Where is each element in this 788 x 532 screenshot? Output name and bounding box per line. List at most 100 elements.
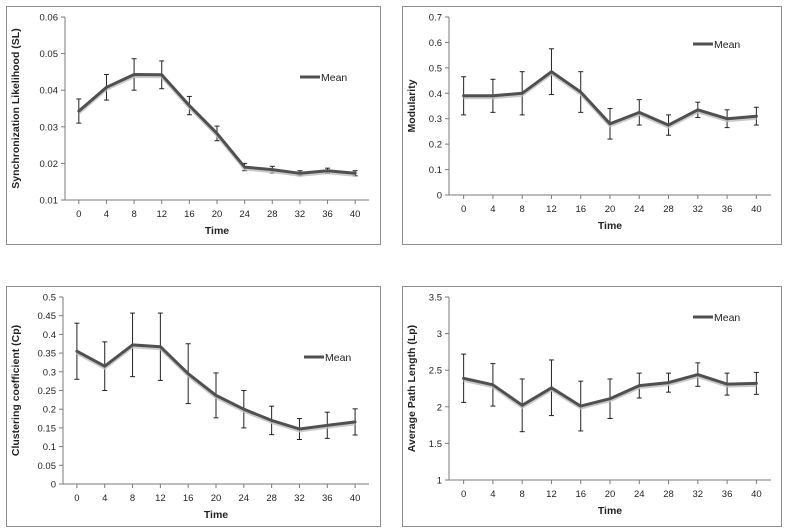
- lp-y-tick-label: 2: [437, 402, 442, 413]
- sl-x-tick-label: 4: [104, 209, 109, 220]
- sl-x-tick-label: 36: [322, 209, 333, 220]
- cp-y-tick-label: 0.2: [43, 405, 56, 416]
- lp-x-tick-label: 12: [546, 489, 557, 500]
- cp-series-shadow: [76, 345, 356, 433]
- lp-y-tick-label: 1.5: [429, 439, 442, 450]
- sl-x-tick-label: 0: [76, 209, 81, 220]
- chart-modularity-svg: 0 0.1 0.2 0.3 0.4 0.5 0.6 0.7 0 4 8 12 16 20 24 28 32 36 4…: [406, 13, 771, 232]
- mod-y-axis-title: Modularity: [406, 79, 418, 132]
- lp-x-tick-label: 40: [751, 489, 762, 500]
- mod-x-tick-label: 32: [693, 204, 704, 215]
- mod-legend-label: Mean: [714, 39, 740, 51]
- mod-x-axis-title: Time: [598, 220, 622, 232]
- mod-x-tick-label: 8: [520, 204, 525, 215]
- sl-legend-label: Mean: [321, 72, 347, 84]
- lp-series-shadow: [463, 375, 757, 410]
- mod-x-tick-label: 16: [575, 204, 586, 215]
- cp-y-tick-label: 0: [51, 480, 56, 491]
- mod-series-line: [462, 70, 758, 127]
- mod-y-tick-label: 0.2: [429, 140, 442, 151]
- cp-y-tick-label: 0.4: [43, 330, 56, 341]
- cp-series-line: [75, 343, 357, 431]
- sl-x-tick-label: 16: [184, 209, 195, 220]
- sl-y-tick-label: 0.04: [40, 86, 59, 97]
- sl-y-tick-label: 0.06: [40, 13, 59, 24]
- mod-x-tick-label: 4: [490, 204, 495, 215]
- lp-y-tick-label: 2.5: [429, 366, 442, 377]
- sl-x-tick-label: 12: [156, 209, 167, 220]
- cp-y-tick-label: 0.25: [38, 386, 57, 397]
- chart-lp-svg: 1 1.5 2 2.5 3 3.5 0 4 8 12 16 20 24 28 32 36 40 Time Avera…: [406, 293, 771, 517]
- sl-y-tick-label: 0.02: [40, 159, 59, 170]
- chart-panel-lp: 1 1.5 2 2.5 3 3.5 0 4 8 12 16 20 24 28 32 36 40 Time Avera…: [402, 286, 782, 527]
- sl-x-tick-label: 32: [295, 209, 306, 220]
- cp-x-tick-label: 24: [239, 493, 250, 504]
- chart-panel-sl: 0.01 0.02 0.03 0.04 0.05 0.06 0 4 8 12 16 20 24 28 32 3…: [6, 6, 381, 245]
- lp-y-tick-label: 1: [437, 476, 442, 487]
- cp-y-tick-label: 0.5: [43, 293, 56, 304]
- cp-x-axis-title: Time: [204, 509, 228, 521]
- lp-x-tick-label: 0: [461, 489, 466, 500]
- cp-y-tick-label: 0.35: [38, 349, 57, 360]
- mod-x-tick-label: 28: [663, 204, 674, 215]
- mod-y-tick-label: 0.5: [429, 63, 442, 74]
- sl-y-axis-title: Synchronization Likelihood (SL): [10, 28, 22, 188]
- lp-y-axis-title: Average Path Length (Lp): [406, 325, 418, 452]
- sl-y-tick-label: 0.03: [40, 122, 59, 133]
- cp-x-tick-label: 4: [102, 493, 107, 504]
- mod-y-tick-label: 0.3: [429, 114, 442, 125]
- cp-y-tick-label: 0.1: [43, 442, 56, 453]
- lp-x-tick-label: 32: [693, 489, 704, 500]
- mod-series-shadow: [463, 72, 757, 129]
- sl-x-tick-label: 8: [131, 209, 136, 220]
- cp-x-tick-label: 16: [183, 493, 194, 504]
- cp-x-tick-label: 40: [350, 493, 361, 504]
- sl-x-tick-label: 24: [239, 209, 250, 220]
- mod-x-tick-label: 12: [546, 204, 557, 215]
- cp-y-tick-label: 0.3: [43, 367, 56, 378]
- sl-x-tick-label: 20: [212, 209, 223, 220]
- mod-x-tick-label: 20: [605, 204, 616, 215]
- sl-x-axis-title: Time: [205, 225, 229, 237]
- cp-x-tick-label: 0: [74, 493, 79, 504]
- lp-y-tick-label: 3.5: [429, 293, 442, 304]
- lp-x-tick-label: 24: [634, 489, 645, 500]
- mod-x-tick-label: 36: [722, 204, 733, 215]
- cp-legend-label: Mean: [325, 352, 351, 364]
- chart-sl-svg: 0.01 0.02 0.03 0.04 0.05 0.06 0 4 8 12 16 20 24 28 32 3…: [10, 13, 369, 237]
- lp-series-line: [462, 373, 758, 408]
- chart-panel-cp: 0 0.05 0.1 0.15 0.2 0.25 0.3 0.35 0.4 0.45 0.5 0 4 8 1…: [6, 286, 381, 527]
- cp-x-tick-label: 28: [266, 493, 277, 504]
- mod-x-tick-label: 0: [461, 204, 466, 215]
- mod-x-tick-label: 24: [634, 204, 645, 215]
- lp-x-tick-label: 8: [520, 489, 525, 500]
- cp-x-tick-label: 36: [322, 493, 333, 504]
- sl-x-tick-label: 28: [267, 209, 278, 220]
- cp-x-tick-label: 20: [211, 493, 222, 504]
- lp-x-tick-label: 4: [490, 489, 495, 500]
- sl-x-tick-label: 40: [350, 209, 361, 220]
- lp-x-axis-title: Time: [598, 505, 622, 517]
- lp-x-tick-label: 28: [663, 489, 674, 500]
- lp-x-tick-label: 20: [605, 489, 616, 500]
- cp-x-tick-label: 8: [130, 493, 135, 504]
- chart-cp-svg: 0 0.05 0.1 0.15 0.2 0.25 0.3 0.35 0.4 0.45 0.5 0 4 8 1…: [10, 293, 369, 521]
- cp-y-tick-label: 0.15: [38, 423, 57, 434]
- cp-y-tick-label: 0.45: [38, 311, 57, 322]
- mod-x-tick-label: 40: [751, 204, 762, 215]
- sl-y-tick-label: 0.01: [40, 196, 59, 207]
- mod-y-tick-label: 0.1: [429, 165, 442, 176]
- cp-x-tick-label: 32: [294, 493, 305, 504]
- chart-panel-modularity: 0 0.1 0.2 0.3 0.4 0.5 0.6 0.7 0 4 8 12 16 20 24 28 32 36 4…: [402, 6, 782, 245]
- lp-x-tick-label: 16: [575, 489, 586, 500]
- cp-y-axis-title: Clustering coefficient (Cp): [10, 325, 22, 456]
- cp-y-tick-label: 0.05: [38, 461, 57, 472]
- mod-y-tick-label: 0.7: [429, 13, 442, 24]
- lp-x-tick-label: 36: [722, 489, 733, 500]
- mod-y-tick-label: 0: [437, 191, 442, 202]
- mod-y-tick-label: 0.4: [429, 89, 442, 100]
- lp-y-tick-label: 3: [437, 329, 442, 340]
- lp-legend-label: Mean: [714, 312, 740, 324]
- mod-y-tick-label: 0.6: [429, 38, 442, 49]
- sl-series-line: [77, 73, 357, 175]
